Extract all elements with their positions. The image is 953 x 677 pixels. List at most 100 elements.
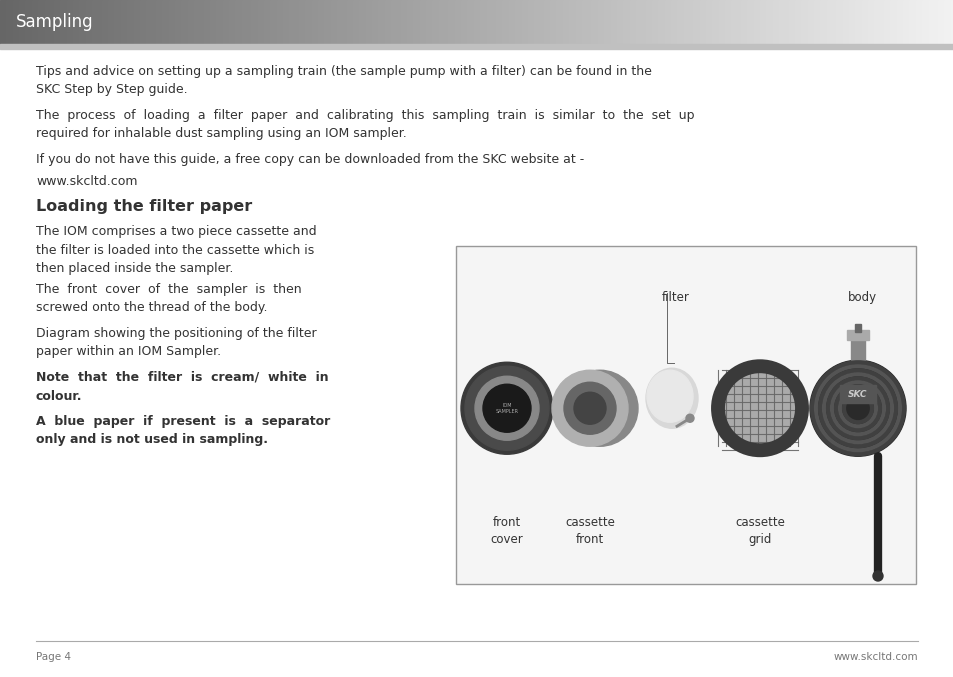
Bar: [127, 0, 132, 44]
Bar: [693, 0, 698, 44]
Bar: [191, 0, 195, 44]
Text: The IOM comprises a two piece cassette and
the filter is loaded into the cassett: The IOM comprises a two piece cassette a…: [36, 225, 316, 275]
Text: cassette
front: cassette front: [564, 516, 615, 546]
Bar: [686, 0, 691, 44]
Text: The  process  of  loading  a  filter  paper  and  calibrating  this  sampling  t: The process of loading a filter paper an…: [36, 109, 694, 141]
Bar: [836, 0, 841, 44]
Bar: [841, 0, 846, 44]
Bar: [664, 0, 669, 44]
Bar: [553, 0, 558, 44]
Circle shape: [475, 376, 538, 440]
Bar: [769, 0, 774, 44]
Bar: [146, 0, 151, 44]
Bar: [622, 0, 627, 44]
Bar: [114, 0, 119, 44]
Bar: [559, 0, 564, 44]
Bar: [731, 0, 736, 44]
Bar: [883, 0, 888, 44]
Bar: [639, 0, 643, 44]
Bar: [826, 0, 831, 44]
Bar: [12, 0, 17, 44]
Bar: [327, 0, 332, 44]
Text: front
cover: front cover: [490, 516, 523, 546]
Bar: [136, 0, 141, 44]
Bar: [613, 0, 618, 44]
Bar: [112, 0, 116, 44]
Text: body: body: [847, 291, 876, 304]
Bar: [388, 0, 393, 44]
Bar: [721, 0, 726, 44]
Bar: [636, 0, 640, 44]
Text: www.skcltd.com: www.skcltd.com: [833, 652, 917, 662]
Circle shape: [561, 370, 638, 446]
Bar: [317, 0, 322, 44]
Bar: [416, 0, 421, 44]
Bar: [893, 0, 898, 44]
Bar: [54, 0, 59, 44]
Bar: [226, 0, 231, 44]
Bar: [641, 0, 646, 44]
Bar: [391, 0, 395, 44]
Bar: [784, 0, 789, 44]
Bar: [359, 0, 364, 44]
Bar: [45, 0, 50, 44]
Bar: [474, 0, 478, 44]
Bar: [441, 0, 446, 44]
Bar: [750, 0, 755, 44]
Bar: [562, 0, 567, 44]
Bar: [460, 0, 465, 44]
Bar: [422, 0, 427, 44]
Text: Diagram showing the positioning of the filter
paper within an IOM Sampler.: Diagram showing the positioning of the f…: [36, 327, 316, 359]
Bar: [760, 0, 764, 44]
Bar: [550, 0, 555, 44]
Circle shape: [574, 392, 605, 424]
Bar: [203, 0, 208, 44]
Bar: [670, 0, 675, 44]
Bar: [737, 0, 741, 44]
Bar: [235, 0, 240, 44]
Circle shape: [563, 383, 616, 434]
Bar: [941, 0, 945, 44]
Bar: [540, 0, 545, 44]
Bar: [922, 0, 926, 44]
Bar: [232, 0, 236, 44]
Bar: [131, 0, 135, 44]
Bar: [874, 0, 879, 44]
Bar: [772, 0, 777, 44]
Bar: [140, 0, 145, 44]
Bar: [321, 0, 326, 44]
Bar: [369, 0, 374, 44]
Bar: [19, 0, 24, 44]
Bar: [724, 0, 729, 44]
Bar: [152, 0, 157, 44]
Bar: [16, 0, 21, 44]
Bar: [378, 0, 383, 44]
Bar: [229, 0, 233, 44]
Bar: [172, 0, 176, 44]
Bar: [436, 0, 440, 44]
Circle shape: [552, 370, 627, 446]
Bar: [727, 0, 732, 44]
Bar: [279, 0, 284, 44]
Bar: [556, 0, 560, 44]
Bar: [407, 0, 412, 44]
Bar: [651, 0, 656, 44]
Bar: [302, 0, 307, 44]
Bar: [905, 0, 910, 44]
Bar: [312, 0, 316, 44]
Bar: [870, 0, 875, 44]
Bar: [219, 0, 224, 44]
Bar: [889, 0, 894, 44]
Bar: [486, 0, 491, 44]
Bar: [133, 0, 138, 44]
Bar: [632, 0, 637, 44]
Bar: [22, 0, 27, 44]
Bar: [283, 0, 288, 44]
Bar: [169, 0, 173, 44]
Bar: [943, 0, 948, 44]
Bar: [848, 0, 853, 44]
Bar: [403, 0, 408, 44]
Bar: [655, 0, 659, 44]
Bar: [565, 0, 570, 44]
Bar: [476, 0, 481, 44]
